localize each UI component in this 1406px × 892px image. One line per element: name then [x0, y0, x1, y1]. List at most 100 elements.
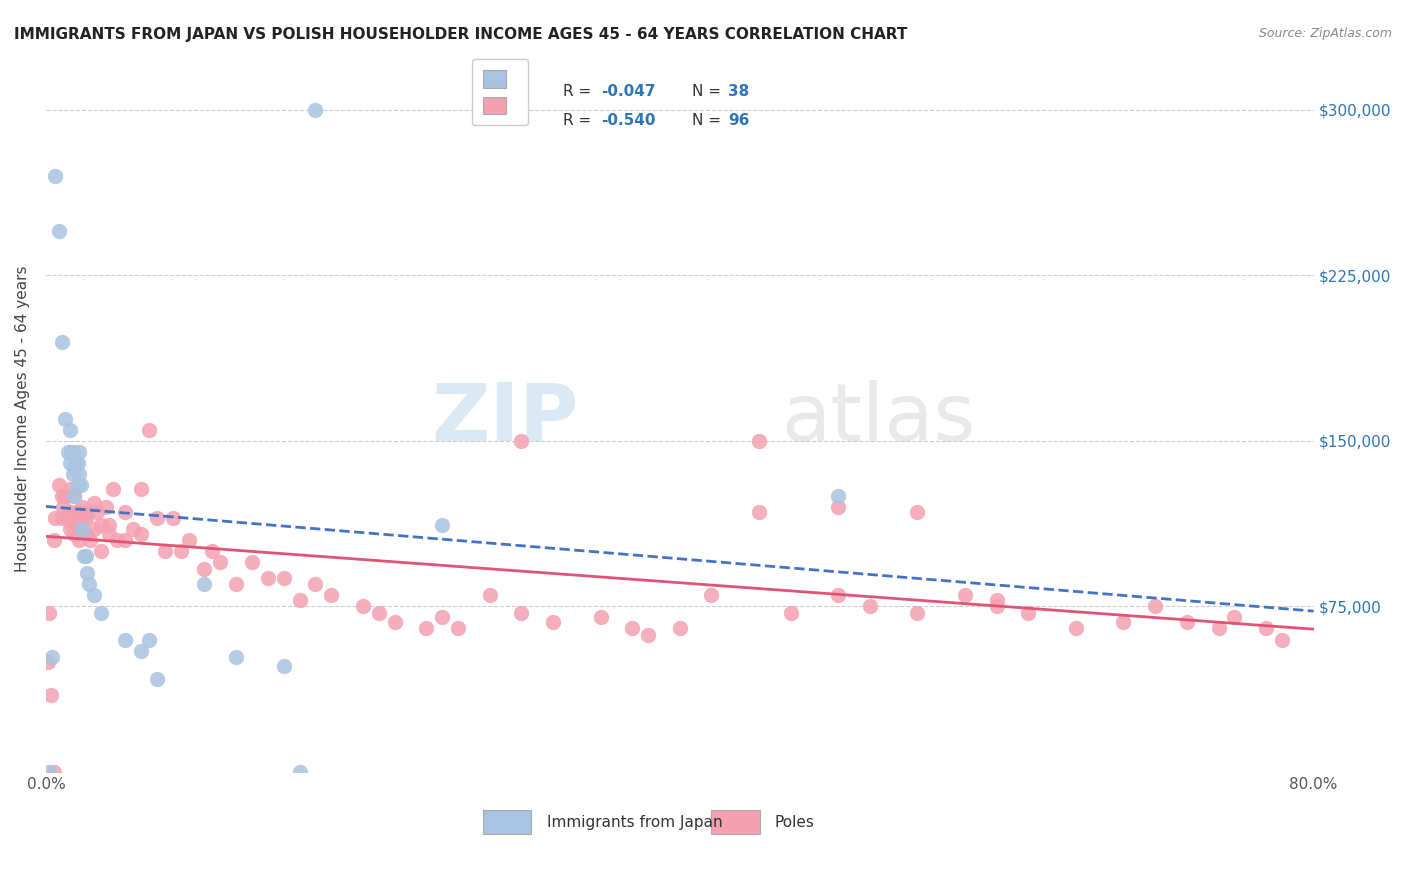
Point: [1254, 622, 1277, 636]
Point: [55, 511, 77, 525]
Point: [146, 511, 169, 525]
Point: [510, 434, 533, 448]
Point: [72, 522, 94, 536]
Point: [67, 467, 90, 481]
Point: [62, 517, 84, 532]
Point: [59, 456, 82, 470]
Point: [304, 577, 326, 591]
Point: [986, 592, 1008, 607]
Point: [62, 445, 84, 459]
Point: [66, 504, 89, 518]
Point: [53, 489, 76, 503]
Point: [225, 577, 247, 591]
Point: [98, 526, 121, 541]
Point: [129, 483, 152, 497]
Point: [69, 478, 91, 492]
Point: [52, 500, 75, 515]
Point: [1112, 615, 1135, 629]
Text: N =: N =: [693, 85, 727, 99]
Point: [1271, 632, 1294, 647]
Point: [367, 606, 389, 620]
Point: [63, 460, 86, 475]
Text: Poles: Poles: [775, 814, 814, 830]
Point: [114, 632, 136, 647]
Point: [67, 533, 90, 548]
Point: [56, 445, 79, 459]
Point: [240, 555, 263, 569]
Point: [352, 599, 374, 614]
Point: [907, 606, 929, 620]
Point: [256, 571, 278, 585]
Point: [1144, 599, 1167, 614]
Text: R =: R =: [564, 85, 596, 99]
Point: [621, 622, 644, 636]
Point: [69, 511, 91, 525]
Point: [748, 434, 770, 448]
Y-axis label: Householder Income Ages 45 - 64 years: Householder Income Ages 45 - 64 years: [15, 266, 30, 572]
Point: [478, 588, 501, 602]
Point: [51, 511, 73, 525]
Point: [62, 467, 84, 481]
Point: [59, 522, 82, 536]
Point: [41, 650, 63, 665]
Point: [83, 522, 105, 536]
Text: -0.540: -0.540: [602, 113, 655, 128]
Text: Immigrants from Japan: Immigrants from Japan: [547, 814, 723, 830]
Point: [65, 517, 87, 532]
Point: [1064, 622, 1087, 636]
Point: [129, 526, 152, 541]
Point: [53, 412, 76, 426]
Point: [65, 456, 87, 470]
Text: R =: R =: [564, 113, 596, 128]
Point: [42, 533, 65, 548]
Point: [1175, 615, 1198, 629]
Point: [138, 632, 160, 647]
Point: [44, 511, 66, 525]
Point: [105, 533, 128, 548]
Point: [859, 599, 882, 614]
Point: [63, 489, 86, 503]
Point: [75, 526, 97, 541]
Point: [73, 549, 96, 563]
Text: ZIP: ZIP: [432, 380, 578, 458]
Point: [447, 622, 470, 636]
Point: [59, 423, 82, 437]
Point: [66, 526, 89, 541]
Point: [1017, 606, 1039, 620]
Point: [51, 334, 73, 349]
Point: [90, 544, 112, 558]
Point: [384, 615, 406, 629]
Point: [146, 673, 169, 687]
Point: [63, 526, 86, 541]
Point: [700, 588, 723, 602]
Point: [288, 764, 311, 779]
FancyBboxPatch shape: [484, 810, 531, 834]
Point: [273, 659, 295, 673]
Point: [415, 622, 437, 636]
Point: [430, 610, 453, 624]
Text: IMMIGRANTS FROM JAPAN VS POLISH HOUSEHOLDER INCOME AGES 45 - 64 YEARS CORRELATIO: IMMIGRANTS FROM JAPAN VS POLISH HOUSEHOL…: [14, 27, 907, 42]
Point: [59, 483, 82, 497]
Point: [42, 764, 65, 779]
Point: [541, 615, 564, 629]
Text: N =: N =: [693, 113, 727, 128]
Point: [1223, 610, 1246, 624]
Point: [153, 544, 176, 558]
Text: -0.047: -0.047: [602, 85, 655, 99]
Point: [169, 544, 191, 558]
Point: [953, 588, 976, 602]
Point: [51, 489, 73, 503]
Point: [114, 504, 136, 518]
Point: [37, 655, 59, 669]
Point: [114, 533, 136, 548]
Point: [86, 504, 108, 518]
Point: [827, 489, 849, 503]
Point: [63, 489, 86, 503]
Point: [637, 628, 659, 642]
Point: [67, 445, 90, 459]
Point: [669, 622, 692, 636]
Point: [60, 445, 83, 459]
Point: [779, 606, 801, 620]
Point: [72, 500, 94, 515]
Point: [827, 588, 849, 602]
